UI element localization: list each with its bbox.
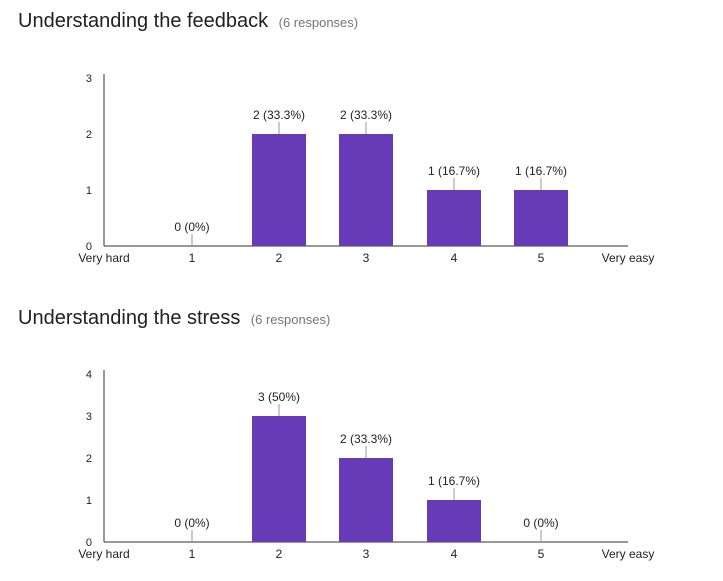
chart-header: Understanding the stress (6 responses) — [18, 307, 330, 330]
data-label: 2 (33.3%) — [253, 108, 305, 122]
data-label: 1 (16.7%) — [515, 164, 567, 178]
chart-title: Understanding the feedback — [18, 10, 269, 32]
bar — [514, 190, 568, 246]
x-tick-label: 1 — [189, 251, 196, 265]
bar — [252, 134, 306, 246]
x-tick-label: 3 — [363, 251, 370, 265]
data-label: 0 (0%) — [174, 220, 209, 234]
bar — [427, 190, 481, 246]
x-tick-label: 2 — [276, 251, 283, 265]
y-tick-label: 0 — [86, 241, 92, 253]
y-tick-label: 1 — [86, 185, 92, 197]
x-tick-label: 5 — [538, 251, 545, 265]
y-tick-label: 2 — [86, 129, 92, 141]
chart-header: Understanding the feedback (6 responses) — [18, 10, 358, 33]
response-count: (6 responses) — [250, 312, 331, 327]
data-label: 2 (33.3%) — [340, 108, 392, 122]
x-end-label-right: Very easy — [602, 251, 655, 265]
chart-title: Understanding the stress — [18, 307, 241, 329]
y-tick-label: 3 — [86, 73, 92, 85]
bar — [339, 134, 393, 246]
response-count: (6 responses) — [278, 15, 359, 30]
data-label: 1 (16.7%) — [428, 164, 480, 178]
x-end-label-left: Very hard — [78, 251, 129, 265]
x-tick-label: 4 — [451, 251, 458, 265]
